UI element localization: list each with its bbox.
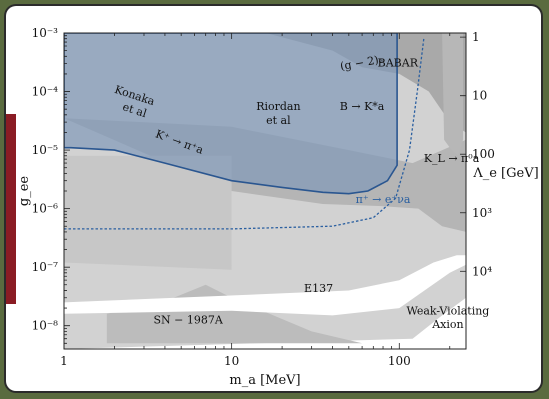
x-tick-label-0: 1 bbox=[60, 354, 68, 368]
excluded-region-4 bbox=[442, 33, 463, 156]
annotation-6: B → K*a bbox=[340, 100, 385, 113]
y2-tick-label-2: 100 bbox=[472, 147, 495, 161]
y-tick-label-0: 10⁻³ bbox=[32, 26, 59, 40]
annotation-4: Riordan bbox=[256, 100, 300, 113]
y2-tick-label-1: 10 bbox=[472, 89, 487, 103]
y2-tick-label-0: 1 bbox=[472, 30, 480, 44]
annotation-8: K_L → π⁰a bbox=[424, 152, 480, 165]
x-tick-label-2: 100 bbox=[388, 354, 411, 368]
figure-frame: 1 10 100 10⁻³ 10⁻⁴ 10⁻⁵ 10⁻⁶ 10⁻⁷ 10⁻⁸ 1 10 100 10³ 1… bbox=[6, 6, 541, 391]
excluded-region-6 bbox=[64, 255, 466, 316]
plot-area bbox=[64, 33, 466, 349]
y-tick-label-3: 10⁻⁶ bbox=[32, 202, 59, 216]
y-tick-label-1: 10⁻⁴ bbox=[32, 85, 59, 99]
y2-tick-label-3: 10³ bbox=[472, 206, 492, 220]
excluded-region-3 bbox=[64, 155, 232, 270]
annotation-9: π⁺ → e⁺νa bbox=[356, 193, 411, 206]
annotation-13: Axion bbox=[431, 318, 463, 331]
y2-tick-label-4: 10⁴ bbox=[472, 264, 492, 278]
y-tick-label-4: 10⁻⁷ bbox=[32, 260, 59, 274]
y-tick-label-2: 10⁻⁵ bbox=[32, 143, 59, 157]
projected-curve-0 bbox=[64, 38, 425, 230]
annotation-12: Weak-Violating bbox=[406, 305, 489, 318]
y-axis-label: g_ee bbox=[17, 176, 32, 207]
x-tick-label-1: 10 bbox=[224, 354, 239, 368]
chart: 1 10 100 10⁻³ 10⁻⁴ 10⁻⁵ 10⁻⁶ 10⁻⁷ 10⁻⁸ 1 10 100 10³ 1… bbox=[17, 26, 539, 388]
excluded-region-7 bbox=[64, 33, 398, 195]
side-tab bbox=[6, 114, 16, 304]
x-axis-label: m_a [MeV] bbox=[229, 373, 300, 388]
y-tick-label-5: 10⁻⁸ bbox=[32, 319, 59, 333]
annotation-5: et al bbox=[266, 114, 291, 127]
annotation-10: E137 bbox=[304, 282, 333, 295]
annotation-11: SN − 1987A bbox=[153, 313, 223, 326]
annotation-1: BABAR bbox=[378, 56, 419, 69]
y2-axis-label: Λ_e [GeV] bbox=[472, 166, 538, 181]
